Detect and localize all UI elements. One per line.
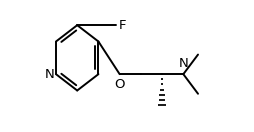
Text: F: F [118,19,126,32]
Text: O: O [114,78,125,91]
Text: N: N [44,68,54,81]
Text: N: N [179,57,188,70]
